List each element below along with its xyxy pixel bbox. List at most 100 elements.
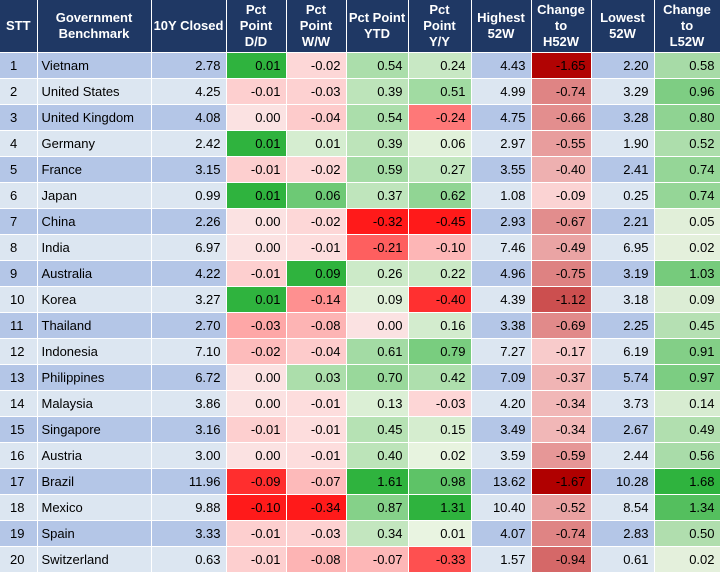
cell-lowest-52w: 0.61	[591, 546, 655, 573]
cell-change-h52w: -1.12	[531, 286, 592, 313]
cell-ww: -0.14	[286, 286, 347, 313]
cell-dd: -0.03	[226, 312, 287, 339]
cell-dd: -0.01	[226, 78, 287, 105]
header-change-l52w: Change to L52W	[654, 0, 720, 53]
header-text: STT	[5, 18, 31, 33]
cell-stt: 8	[0, 234, 38, 261]
cell-stt: 5	[0, 156, 38, 183]
cell-stt: 7	[0, 208, 38, 235]
cell-dd: -0.01	[226, 156, 287, 183]
table-row: 12 Indonesia 7.10 -0.02 -0.04 0.61 0.79 7.27 -0.…	[0, 338, 720, 365]
header-text: Pct Point	[348, 10, 406, 25]
header-text: Lowest	[600, 10, 645, 25]
header-dd: Pct Point D/D	[226, 0, 287, 53]
header-stt: STT	[0, 0, 38, 53]
cell-ytd: 0.37	[346, 182, 409, 209]
cell-change-l52w: 0.56	[654, 442, 720, 469]
cell-benchmark: Spain	[37, 520, 152, 547]
cell-ww: -0.01	[286, 234, 347, 261]
cell-benchmark: Japan	[37, 182, 152, 209]
cell-yy: 0.51	[408, 78, 472, 105]
cell-highest-52w: 4.75	[471, 104, 532, 131]
cell-yy: 0.02	[408, 442, 472, 469]
header-lowest-52w: Lowest 52W	[591, 0, 655, 53]
cell-ww: 0.01	[286, 130, 347, 157]
cell-ytd: 0.13	[346, 390, 409, 417]
cell-10y-closed: 2.26	[151, 208, 227, 235]
cell-yy: 0.24	[408, 52, 472, 79]
cell-10y-closed: 4.25	[151, 78, 227, 105]
header-text: Pct	[429, 2, 450, 17]
cell-ww: -0.08	[286, 546, 347, 573]
cell-10y-closed: 3.86	[151, 390, 227, 417]
cell-benchmark: Indonesia	[37, 338, 152, 365]
cell-change-l52w: 0.05	[654, 208, 720, 235]
cell-ww: 0.09	[286, 260, 347, 287]
table-row: 4 Germany 2.42 0.01 0.01 0.39 0.06 2.97 -0.55 1.9…	[0, 130, 720, 157]
cell-10y-closed: 4.08	[151, 104, 227, 131]
cell-change-h52w: -0.34	[531, 416, 592, 443]
cell-stt: 11	[0, 312, 38, 339]
cell-dd: -0.09	[226, 468, 287, 495]
cell-benchmark: Brazil	[37, 468, 152, 495]
cell-yy: -0.45	[408, 208, 472, 235]
cell-change-l52w: 0.58	[654, 52, 720, 79]
cell-yy: 0.01	[408, 520, 472, 547]
cell-lowest-52w: 2.41	[591, 156, 655, 183]
cell-lowest-52w: 10.28	[591, 468, 655, 495]
cell-change-h52w: -0.67	[531, 208, 592, 235]
cell-10y-closed: 2.78	[151, 52, 227, 79]
cell-ww: -0.01	[286, 390, 347, 417]
header-text: Change	[663, 2, 711, 17]
cell-10y-closed: 3.15	[151, 156, 227, 183]
cell-benchmark: Malaysia	[37, 390, 152, 417]
header-text: D/D	[244, 34, 268, 49]
cell-highest-52w: 7.09	[471, 364, 532, 391]
cell-benchmark: France	[37, 156, 152, 183]
cell-change-l52w: 0.80	[654, 104, 720, 131]
cell-yy: 0.16	[408, 312, 472, 339]
header-text: Point	[299, 18, 333, 33]
header-text: Change	[537, 2, 585, 17]
table-row: 8 India 6.97 0.00 -0.01 -0.21 -0.10 7.46 -0.49 6.…	[0, 234, 720, 261]
cell-yy: 0.62	[408, 182, 472, 209]
cell-benchmark: Philippines	[37, 364, 152, 391]
cell-change-l52w: 0.02	[654, 234, 720, 261]
cell-highest-52w: 3.55	[471, 156, 532, 183]
cell-dd: -0.01	[226, 260, 287, 287]
cell-10y-closed: 2.70	[151, 312, 227, 339]
cell-ytd: 0.09	[346, 286, 409, 313]
cell-dd: -0.10	[226, 494, 287, 521]
cell-ytd: 0.54	[346, 52, 409, 79]
cell-dd: 0.00	[226, 208, 287, 235]
cell-10y-closed: 6.72	[151, 364, 227, 391]
cell-highest-52w: 10.40	[471, 494, 532, 521]
cell-highest-52w: 4.39	[471, 286, 532, 313]
cell-ww: -0.02	[286, 52, 347, 79]
cell-highest-52w: 4.99	[471, 78, 532, 105]
cell-change-l52w: 0.02	[654, 546, 720, 573]
cell-stt: 9	[0, 260, 38, 287]
cell-lowest-52w: 3.19	[591, 260, 655, 287]
table-row: 14 Malaysia 3.86 0.00 -0.01 0.13 -0.03 4.20 -0.3…	[0, 390, 720, 417]
cell-10y-closed: 3.27	[151, 286, 227, 313]
cell-stt: 19	[0, 520, 38, 547]
header-text: Government	[55, 10, 133, 25]
cell-change-l52w: 1.34	[654, 494, 720, 521]
cell-lowest-52w: 3.29	[591, 78, 655, 105]
header-text: Pct	[245, 2, 267, 17]
cell-ww: 0.06	[286, 182, 347, 209]
table-row: 20 Switzerland 0.63 -0.01 -0.08 -0.07 -0.33 1.5…	[0, 546, 720, 573]
cell-lowest-52w: 6.95	[591, 234, 655, 261]
header-highest-52w: Highest 52W	[471, 0, 532, 53]
cell-lowest-52w: 2.83	[591, 520, 655, 547]
cell-dd: 0.00	[226, 390, 287, 417]
cell-dd: 0.01	[226, 130, 287, 157]
header-text: H52W	[542, 34, 580, 49]
cell-change-h52w: -0.34	[531, 390, 592, 417]
cell-dd: 0.01	[226, 286, 287, 313]
cell-ytd: -0.32	[346, 208, 409, 235]
cell-highest-52w: 4.43	[471, 52, 532, 79]
header-text: YTD	[364, 26, 390, 41]
table-row: 3 United Kingdom 4.08 0.00 -0.04 0.54 -0.24 4.7…	[0, 104, 720, 131]
